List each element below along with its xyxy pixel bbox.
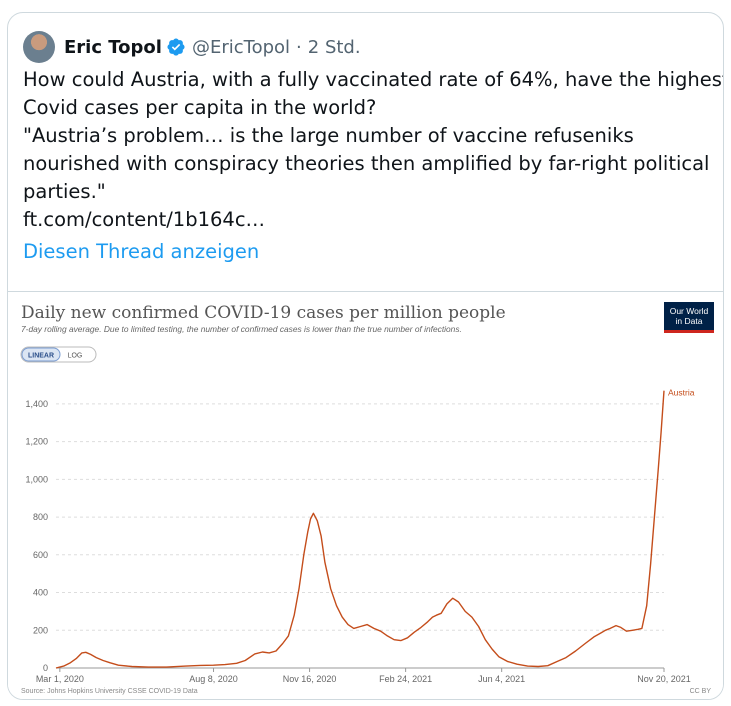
tweet-timestamp[interactable]: 2 Std. — [307, 36, 361, 58]
series-label-austria: Austria — [668, 388, 695, 398]
y-tick-label: 800 — [33, 512, 48, 522]
author-name[interactable]: Eric Topol — [64, 36, 162, 58]
x-tick-label: Jun 4, 2021 — [478, 674, 525, 684]
x-tick-label: Feb 24, 2021 — [379, 674, 432, 684]
owid-logo-stripe — [664, 330, 714, 333]
x-tick-label: Mar 1, 2020 — [36, 674, 84, 684]
owid-logo-box — [664, 302, 714, 332]
y-tick-label: 600 — [33, 550, 48, 560]
y-tick-label: 1,000 — [25, 474, 48, 484]
chart-source[interactable]: Source: Johns Hopkins University CSSE CO… — [21, 688, 198, 695]
series-line-austria[interactable] — [55, 390, 665, 669]
chart-license[interactable]: CC BY — [690, 688, 712, 695]
y-axis-ticks: 0 200 400 600 800 1,000 1,200 1,400 — [25, 399, 48, 673]
tweet-link[interactable]: ft.com/content/1b164c… — [23, 208, 266, 231]
series-lines — [55, 390, 665, 669]
tweet-text-line: nourished with conspiracy theories then … — [23, 152, 710, 175]
verified-badge-icon — [167, 38, 185, 56]
linear-toggle[interactable]: LINEAR — [21, 347, 61, 362]
y-tick-label: 1,400 — [25, 399, 48, 409]
header-separator: · — [296, 36, 302, 58]
tweet-header: Eric Topol @EricTopol · 2 Std. — [64, 33, 361, 61]
linear-toggle-label: LINEAR — [28, 353, 54, 360]
covid-chart: Daily new confirmed COVID-19 cases per m… — [20, 302, 714, 695]
tweet-card[interactable]: Eric Topol @EricTopol · 2 Std. How could… — [7, 12, 724, 700]
tweet-text: How could Austria, with a fully vaccinat… — [23, 66, 724, 234]
x-tick-label: Nov 16, 2020 — [283, 674, 337, 684]
owid-logo-line2: in Data — [676, 316, 703, 326]
chart-image-card[interactable]: Daily new confirmed COVID-19 cases per m… — [8, 291, 723, 699]
y-tick-label: 0 — [43, 663, 48, 673]
owid-logo-line1: Our World — [670, 306, 709, 316]
scale-toggle: LINEAR LOG — [20, 346, 97, 363]
chart-gridlines — [56, 403, 664, 669]
linear-toggle-bg — [21, 347, 61, 362]
chart-subtitle: 7-day rolling average. Due to limited te… — [21, 324, 462, 334]
log-toggle[interactable]: LOG — [68, 353, 83, 360]
x-axis-ticks: Mar 1, 2020 Aug 8, 2020 Nov 16, 2020 Feb 24… — [36, 668, 691, 684]
owid-logo[interactable]: Our World in Data — [664, 302, 714, 333]
y-tick-label: 200 — [33, 625, 48, 635]
chart-title: Daily new confirmed COVID-19 cases per m… — [21, 303, 506, 323]
tweet-text-line: How could Austria, with a fully vaccinat… — [23, 68, 724, 91]
show-thread-link[interactable]: Diesen Thread anzeigen — [23, 240, 260, 263]
tweet-text-line: Covid cases per capita in the world? — [23, 96, 377, 119]
y-tick-label: 1,200 — [25, 437, 48, 447]
tweet-text-line: "Austria’s problem… is the large number … — [23, 124, 634, 147]
author-handle[interactable]: @EricTopol — [191, 36, 291, 58]
x-tick-label: Nov 20, 2021 — [637, 674, 691, 684]
tweet-text-line: parties." — [23, 180, 106, 203]
avatar[interactable] — [23, 31, 55, 63]
y-tick-label: 400 — [33, 588, 48, 598]
x-tick-label: Aug 8, 2020 — [189, 674, 238, 684]
